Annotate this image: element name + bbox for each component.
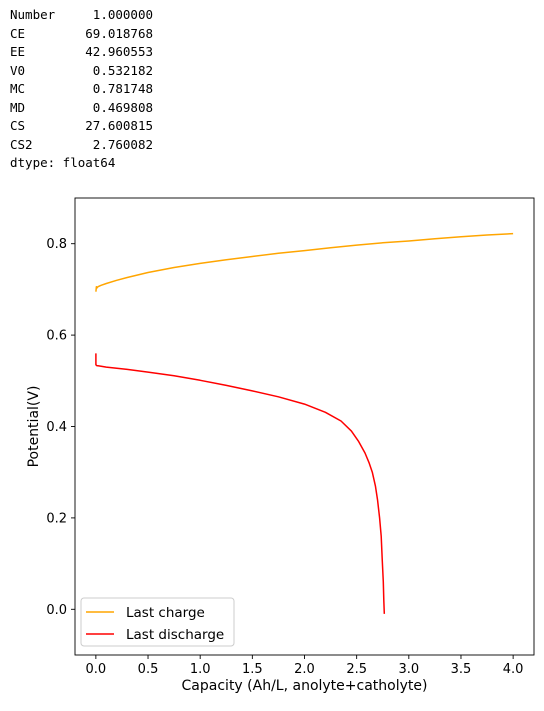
series-row-value: 0.469808 — [92, 99, 154, 115]
series-row: V0 0.532182 — [10, 63, 153, 78]
y-tick-label: 0.8 — [46, 237, 67, 252]
x-tick-label: 1.5 — [242, 662, 263, 677]
x-tick-label: 3.0 — [398, 662, 419, 677]
y-axis-label: Potential(V) — [26, 386, 42, 468]
x-tick-label: 2.5 — [346, 662, 367, 677]
series-row-value: 27.600815 — [85, 118, 154, 133]
dtype-line: dtype: float64 — [10, 155, 116, 170]
x-tick-label: 3.5 — [451, 662, 472, 677]
series-row-key: CS — [10, 118, 26, 133]
legend-label: Last discharge — [126, 627, 224, 643]
plot-border — [74, 197, 535, 656]
y-tick-label: 0.2 — [46, 511, 67, 526]
x-tick-label: 0.0 — [86, 662, 107, 677]
series-row-value: 2.760082 — [92, 136, 154, 152]
x-tick-label: 1.0 — [190, 662, 211, 677]
series-row-key: CS2 — [10, 136, 33, 152]
y-tick-label: 0.4 — [46, 420, 67, 435]
series-row-key: EE — [10, 44, 26, 59]
y-tick-label: 0.0 — [46, 603, 67, 618]
x-tick-label: 4.0 — [503, 662, 524, 677]
series-row: CE 69.018768 — [10, 26, 153, 41]
legend-box — [80, 597, 235, 647]
series-row: CS 27.600815 — [10, 118, 153, 133]
series-row-value: 1.000000 — [92, 7, 154, 22]
series-row: MC 0.781748 — [10, 81, 153, 96]
series-rows: Number 1.000000 CE 69.018768 EE 42.96055… — [10, 7, 153, 152]
x-axis-label: Capacity (Ah/L, anolyte+catholyte) — [182, 678, 428, 694]
series-row-key: V0 — [10, 62, 26, 78]
legend-label: Last charge — [126, 605, 205, 621]
axis-ticks: 0.0 0.5 1.0 1.5 2.0 2.5 3.0 3.5 4.0 0.0 0.2 0.4 0.6 0… — [46, 237, 523, 677]
series-row-value: 0.781748 — [92, 81, 154, 96]
series-row-value: 69.018768 — [85, 25, 154, 41]
legend: Last charge Last discharge — [80, 597, 235, 647]
series-row: Number 1.000000 — [10, 7, 153, 22]
series-row-key: Number — [10, 7, 56, 22]
x-tick-label: 2.0 — [294, 662, 315, 677]
series-row: MD 0.469808 — [10, 100, 153, 115]
series-line-discharge — [95, 353, 386, 614]
series-row-key: MC — [10, 81, 26, 96]
series-row-key: CE — [10, 25, 26, 41]
series-row: EE 42.960553 — [10, 44, 153, 59]
series-row-value: 42.960553 — [85, 44, 154, 59]
x-tick-label: 0.5 — [138, 662, 159, 677]
y-tick-label: 0.6 — [46, 329, 67, 344]
plot-frame — [74, 197, 535, 656]
series-row-value: 0.532182 — [92, 62, 154, 78]
series-row-key: MD — [10, 99, 26, 115]
series-lines — [95, 232, 514, 614]
series-line-charge — [95, 232, 514, 292]
series-output: Number 1.000000 CE 69.018768 EE 42.96055… — [10, 6, 153, 173]
series-row: CS2 2.760082 — [10, 137, 153, 152]
